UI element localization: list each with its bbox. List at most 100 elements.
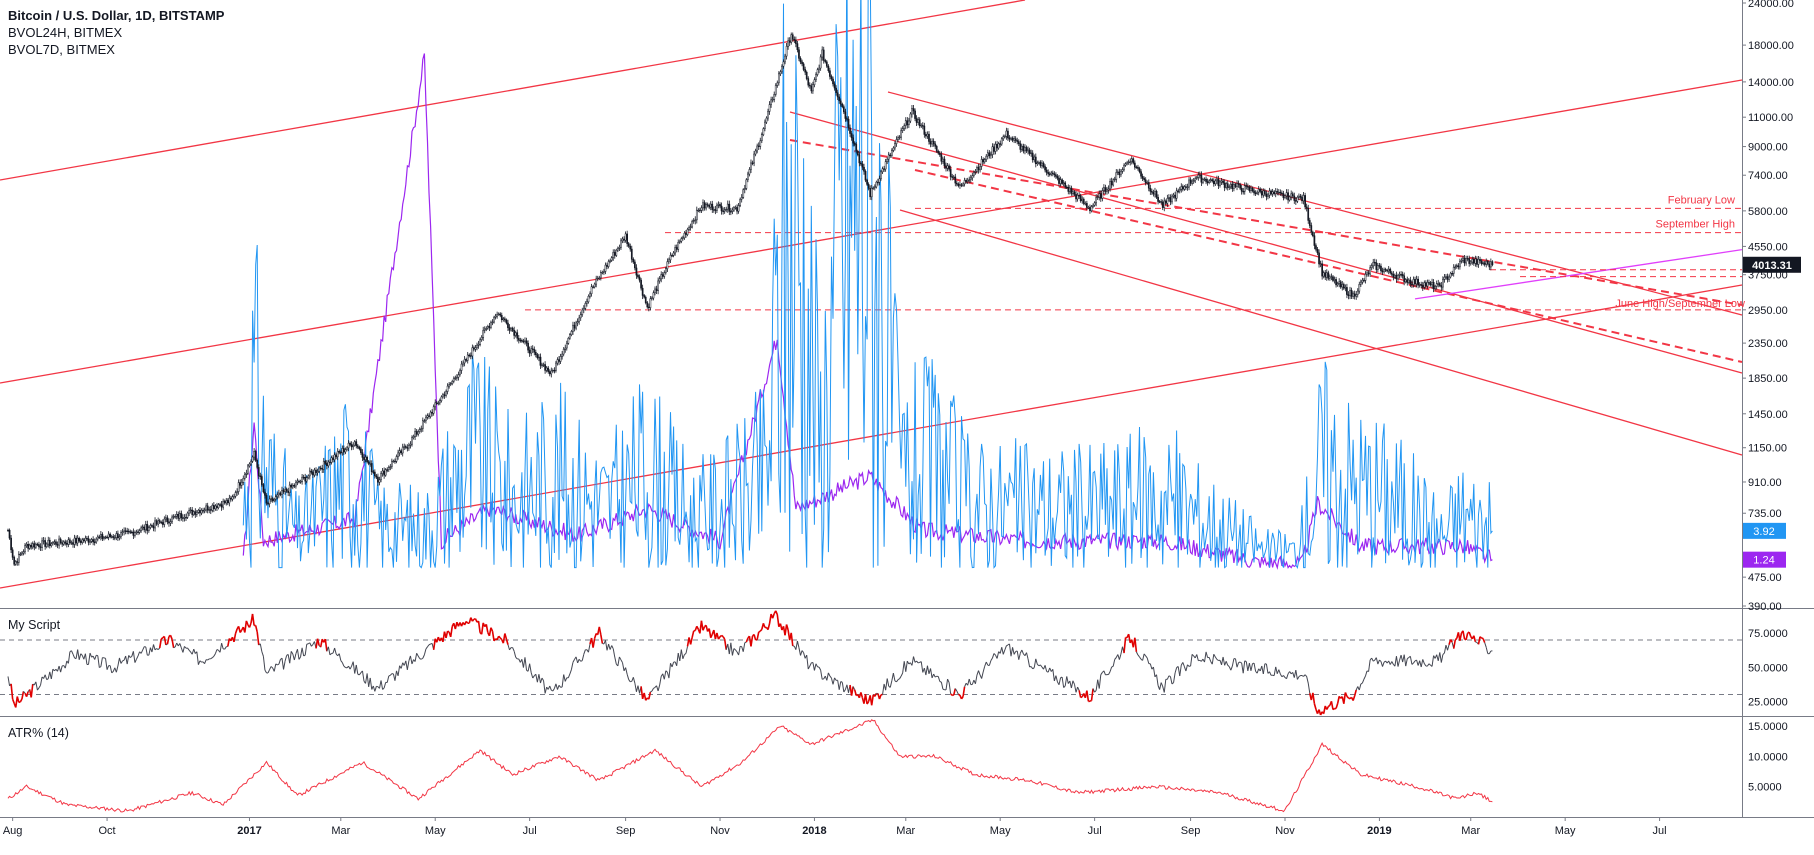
candle-body <box>1009 138 1010 139</box>
candle-body <box>1255 193 1256 194</box>
candle-body <box>1007 131 1008 138</box>
candle-body <box>1447 277 1448 280</box>
candle-body <box>1147 182 1148 183</box>
legend-symbol[interactable]: Bitcoin / U.S. Dollar, 1D, BITSTAMP <box>8 7 224 24</box>
candle-body <box>698 210 699 211</box>
candle-body <box>893 148 894 150</box>
oscillator-segment <box>579 659 581 661</box>
candle-body <box>49 540 50 545</box>
oscillator-segment <box>879 695 881 699</box>
oscillator-segment <box>550 686 552 690</box>
oscillator-segment <box>935 676 937 677</box>
candle-body <box>888 155 889 159</box>
script-pane-title[interactable]: My Script <box>8 618 60 632</box>
candle-body <box>322 468 323 469</box>
candle-body <box>156 521 157 524</box>
descending-channel-inner <box>790 112 1742 373</box>
candle-body <box>1425 283 1426 286</box>
oscillator-segment <box>1136 652 1138 655</box>
price-tick-label: 910.00 <box>1748 477 1782 489</box>
candle-body <box>627 234 628 244</box>
candle-body <box>363 457 364 459</box>
candle-body <box>551 371 552 374</box>
candle-body <box>529 350 530 353</box>
oscillator-segment <box>745 642 747 643</box>
oscillator-segment <box>692 631 694 638</box>
candle-body <box>439 401 440 403</box>
candle-body <box>449 384 450 386</box>
oscillator-segment <box>214 654 216 657</box>
oscillator-segment <box>1059 678 1061 685</box>
candle-body <box>407 447 408 448</box>
oscillator-segment <box>763 623 765 627</box>
candle-body <box>323 461 324 469</box>
oscillator-segment <box>1101 672 1103 674</box>
candle-body <box>292 485 293 487</box>
candle-body <box>119 537 120 538</box>
candle-body <box>62 543 63 544</box>
oscillator-segment <box>505 633 507 639</box>
candle-body <box>1430 283 1431 285</box>
oscillator-segment <box>1333 709 1335 710</box>
candle-body <box>164 519 165 524</box>
candle-body <box>371 463 372 471</box>
candle-body <box>1366 273 1367 274</box>
candle-body <box>735 207 736 208</box>
candle-body <box>1353 294 1354 297</box>
candle-body <box>1164 201 1165 208</box>
legend-bvol24h[interactable]: BVOL24H, BITMEX <box>8 24 224 41</box>
oscillator-segment <box>180 643 182 647</box>
candle-body <box>391 461 392 466</box>
candle-body <box>1201 175 1202 182</box>
oscillator-segment <box>1376 658 1378 664</box>
candle-body <box>781 66 782 72</box>
candle-body <box>486 328 487 329</box>
oscillator-segment <box>36 682 38 690</box>
legend-bvol7d[interactable]: BVOL7D, BITMEX <box>8 41 224 58</box>
candle-body <box>1329 277 1330 278</box>
oscillator-segment <box>415 653 417 661</box>
candle-body <box>18 554 19 562</box>
oscillator-segment <box>570 670 572 674</box>
candle-body <box>832 79 833 84</box>
candle-body <box>876 182 877 187</box>
candle-body <box>192 510 193 515</box>
candle-body <box>100 534 101 536</box>
candle-body <box>617 248 618 250</box>
candle-body <box>659 279 660 281</box>
candle-body <box>1003 137 1004 139</box>
candle-body <box>348 443 349 448</box>
candle-body <box>150 525 151 527</box>
oscillator-segment <box>155 648 157 649</box>
candle-body <box>435 403 436 407</box>
oscillator-segment <box>756 640 758 641</box>
oscillator-segment <box>1019 653 1021 659</box>
candle-body <box>258 467 259 476</box>
candle-body <box>814 80 815 85</box>
oscillator-segment <box>914 657 916 663</box>
candle-body <box>726 209 727 210</box>
oscillator-segment <box>883 684 885 695</box>
candle-body <box>566 343 567 348</box>
candle-body <box>1205 179 1206 182</box>
oscillator-segment <box>1119 654 1121 660</box>
candle-body <box>628 244 629 247</box>
candle-body <box>1462 258 1463 260</box>
candle-body <box>1086 203 1087 207</box>
level-label-september-high: September High <box>1656 219 1736 231</box>
oscillator-segment <box>277 664 279 665</box>
oscillator-segment <box>986 662 988 665</box>
oscillator-segment <box>941 682 943 689</box>
atr-pane-title[interactable]: ATR% (14) <box>8 726 69 740</box>
time-tick-label: Jul <box>1088 825 1102 837</box>
candle-body <box>455 378 456 379</box>
candle-body <box>1198 175 1199 177</box>
oscillator-segment <box>797 641 799 648</box>
oscillator-segment <box>1454 640 1456 649</box>
candle-body <box>250 461 251 464</box>
oscillator-segment <box>1164 679 1166 692</box>
oscillator-segment <box>1307 677 1309 684</box>
oscillator-segment <box>777 615 779 627</box>
